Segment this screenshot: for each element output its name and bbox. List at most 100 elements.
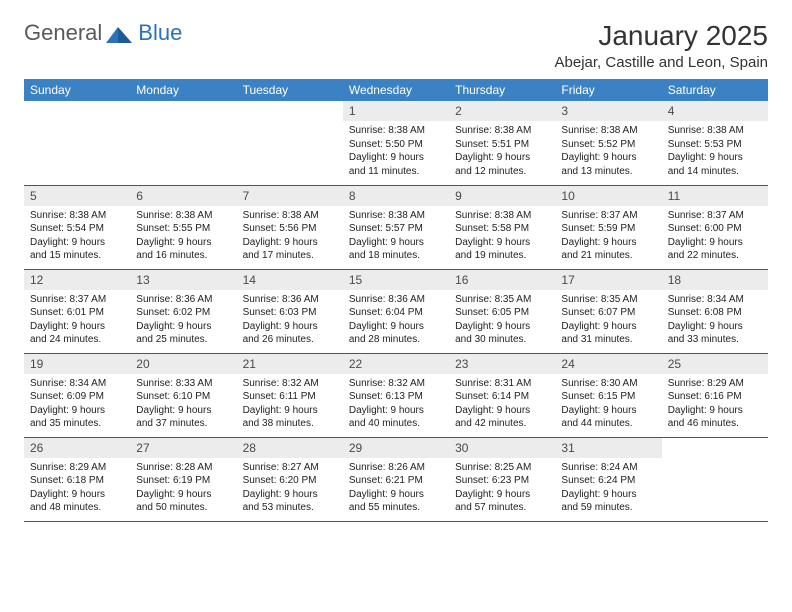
day-number: 14 — [237, 270, 343, 290]
calendar-cell: 11Sunrise: 8:37 AMSunset: 6:00 PMDayligh… — [662, 185, 768, 269]
calendar-cell: 13Sunrise: 8:36 AMSunset: 6:02 PMDayligh… — [130, 269, 236, 353]
day-details: Sunrise: 8:36 AMSunset: 6:03 PMDaylight:… — [237, 290, 343, 351]
day-details — [662, 444, 768, 451]
location-text: Abejar, Castille and Leon, Spain — [555, 54, 768, 71]
weekday-header: Thursday — [449, 79, 555, 101]
day-details: Sunrise: 8:38 AMSunset: 5:57 PMDaylight:… — [343, 206, 449, 267]
day-number: 28 — [237, 438, 343, 458]
calendar-cell: 4Sunrise: 8:38 AMSunset: 5:53 PMDaylight… — [662, 101, 768, 185]
day-number: 6 — [130, 186, 236, 206]
day-details: Sunrise: 8:37 AMSunset: 6:00 PMDaylight:… — [662, 206, 768, 267]
brand-mark-icon — [106, 23, 134, 43]
day-details: Sunrise: 8:29 AMSunset: 6:18 PMDaylight:… — [24, 458, 130, 519]
day-details: Sunrise: 8:38 AMSunset: 5:56 PMDaylight:… — [237, 206, 343, 267]
day-number: 7 — [237, 186, 343, 206]
calendar-cell: 21Sunrise: 8:32 AMSunset: 6:11 PMDayligh… — [237, 353, 343, 437]
calendar-cell: 7Sunrise: 8:38 AMSunset: 5:56 PMDaylight… — [237, 185, 343, 269]
calendar-cell: 18Sunrise: 8:34 AMSunset: 6:08 PMDayligh… — [662, 269, 768, 353]
day-number: 10 — [555, 186, 661, 206]
day-details: Sunrise: 8:29 AMSunset: 6:16 PMDaylight:… — [662, 374, 768, 435]
day-details: Sunrise: 8:37 AMSunset: 5:59 PMDaylight:… — [555, 206, 661, 267]
day-number: 24 — [555, 354, 661, 374]
top-bar: General Blue January 2025 Abejar, Castil… — [24, 20, 768, 71]
weekday-header: Monday — [130, 79, 236, 101]
calendar-cell: 26Sunrise: 8:29 AMSunset: 6:18 PMDayligh… — [24, 437, 130, 521]
day-number: 12 — [24, 270, 130, 290]
day-number: 21 — [237, 354, 343, 374]
day-details: Sunrise: 8:36 AMSunset: 6:04 PMDaylight:… — [343, 290, 449, 351]
calendar-cell: 14Sunrise: 8:36 AMSunset: 6:03 PMDayligh… — [237, 269, 343, 353]
calendar-cell: 19Sunrise: 8:34 AMSunset: 6:09 PMDayligh… — [24, 353, 130, 437]
calendar-table: SundayMondayTuesdayWednesdayThursdayFrid… — [24, 79, 768, 522]
calendar-week-row: 19Sunrise: 8:34 AMSunset: 6:09 PMDayligh… — [24, 353, 768, 437]
calendar-cell — [24, 101, 130, 185]
day-number: 1 — [343, 101, 449, 121]
calendar-cell: 30Sunrise: 8:25 AMSunset: 6:23 PMDayligh… — [449, 437, 555, 521]
calendar-cell — [237, 101, 343, 185]
day-number: 31 — [555, 438, 661, 458]
day-details: Sunrise: 8:28 AMSunset: 6:19 PMDaylight:… — [130, 458, 236, 519]
day-details: Sunrise: 8:38 AMSunset: 5:53 PMDaylight:… — [662, 121, 768, 182]
calendar-cell: 24Sunrise: 8:30 AMSunset: 6:15 PMDayligh… — [555, 353, 661, 437]
calendar-cell: 23Sunrise: 8:31 AMSunset: 6:14 PMDayligh… — [449, 353, 555, 437]
calendar-cell: 22Sunrise: 8:32 AMSunset: 6:13 PMDayligh… — [343, 353, 449, 437]
day-number: 26 — [24, 438, 130, 458]
calendar-cell: 16Sunrise: 8:35 AMSunset: 6:05 PMDayligh… — [449, 269, 555, 353]
calendar-week-row: 5Sunrise: 8:38 AMSunset: 5:54 PMDaylight… — [24, 185, 768, 269]
calendar-cell: 20Sunrise: 8:33 AMSunset: 6:10 PMDayligh… — [130, 353, 236, 437]
day-number: 23 — [449, 354, 555, 374]
day-details: Sunrise: 8:38 AMSunset: 5:58 PMDaylight:… — [449, 206, 555, 267]
day-number: 2 — [449, 101, 555, 121]
day-number: 20 — [130, 354, 236, 374]
day-details: Sunrise: 8:36 AMSunset: 6:02 PMDaylight:… — [130, 290, 236, 351]
day-details: Sunrise: 8:25 AMSunset: 6:23 PMDaylight:… — [449, 458, 555, 519]
weekday-header: Wednesday — [343, 79, 449, 101]
day-details: Sunrise: 8:34 AMSunset: 6:08 PMDaylight:… — [662, 290, 768, 351]
day-number: 16 — [449, 270, 555, 290]
day-number: 25 — [662, 354, 768, 374]
day-details: Sunrise: 8:38 AMSunset: 5:50 PMDaylight:… — [343, 121, 449, 182]
calendar-cell: 31Sunrise: 8:24 AMSunset: 6:24 PMDayligh… — [555, 437, 661, 521]
day-number: 27 — [130, 438, 236, 458]
calendar-cell: 1Sunrise: 8:38 AMSunset: 5:50 PMDaylight… — [343, 101, 449, 185]
day-details: Sunrise: 8:32 AMSunset: 6:13 PMDaylight:… — [343, 374, 449, 435]
brand-text-blue: Blue — [138, 20, 182, 46]
calendar-cell: 8Sunrise: 8:38 AMSunset: 5:57 PMDaylight… — [343, 185, 449, 269]
month-title: January 2025 — [555, 20, 768, 52]
calendar-cell: 28Sunrise: 8:27 AMSunset: 6:20 PMDayligh… — [237, 437, 343, 521]
calendar-cell: 29Sunrise: 8:26 AMSunset: 6:21 PMDayligh… — [343, 437, 449, 521]
calendar-cell: 5Sunrise: 8:38 AMSunset: 5:54 PMDaylight… — [24, 185, 130, 269]
weekday-header: Saturday — [662, 79, 768, 101]
day-details: Sunrise: 8:26 AMSunset: 6:21 PMDaylight:… — [343, 458, 449, 519]
day-details: Sunrise: 8:38 AMSunset: 5:55 PMDaylight:… — [130, 206, 236, 267]
calendar-cell — [130, 101, 236, 185]
calendar-header-row: SundayMondayTuesdayWednesdayThursdayFrid… — [24, 79, 768, 101]
day-details: Sunrise: 8:35 AMSunset: 6:07 PMDaylight:… — [555, 290, 661, 351]
calendar-cell: 27Sunrise: 8:28 AMSunset: 6:19 PMDayligh… — [130, 437, 236, 521]
day-number: 17 — [555, 270, 661, 290]
calendar-week-row: 1Sunrise: 8:38 AMSunset: 5:50 PMDaylight… — [24, 101, 768, 185]
day-number: 11 — [662, 186, 768, 206]
calendar-cell: 2Sunrise: 8:38 AMSunset: 5:51 PMDaylight… — [449, 101, 555, 185]
calendar-cell: 15Sunrise: 8:36 AMSunset: 6:04 PMDayligh… — [343, 269, 449, 353]
day-number: 18 — [662, 270, 768, 290]
day-number: 13 — [130, 270, 236, 290]
day-details: Sunrise: 8:31 AMSunset: 6:14 PMDaylight:… — [449, 374, 555, 435]
day-number: 5 — [24, 186, 130, 206]
calendar-cell: 17Sunrise: 8:35 AMSunset: 6:07 PMDayligh… — [555, 269, 661, 353]
calendar-cell: 3Sunrise: 8:38 AMSunset: 5:52 PMDaylight… — [555, 101, 661, 185]
day-details: Sunrise: 8:38 AMSunset: 5:51 PMDaylight:… — [449, 121, 555, 182]
brand-logo: General Blue — [24, 20, 182, 46]
day-number: 3 — [555, 101, 661, 121]
day-details: Sunrise: 8:37 AMSunset: 6:01 PMDaylight:… — [24, 290, 130, 351]
day-details — [237, 107, 343, 114]
calendar-week-row: 26Sunrise: 8:29 AMSunset: 6:18 PMDayligh… — [24, 437, 768, 521]
day-number: 22 — [343, 354, 449, 374]
day-number: 8 — [343, 186, 449, 206]
day-details: Sunrise: 8:30 AMSunset: 6:15 PMDaylight:… — [555, 374, 661, 435]
weekday-header: Tuesday — [237, 79, 343, 101]
day-number: 19 — [24, 354, 130, 374]
calendar-cell — [662, 437, 768, 521]
day-number: 15 — [343, 270, 449, 290]
day-number: 9 — [449, 186, 555, 206]
